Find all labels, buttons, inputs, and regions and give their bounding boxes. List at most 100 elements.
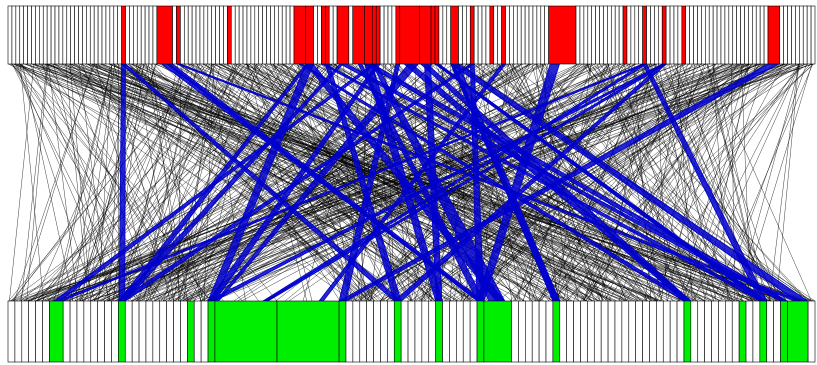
bottom-box — [21, 300, 29, 363]
top-box — [732, 5, 737, 65]
bottom-box — [76, 300, 85, 363]
link-line — [253, 63, 313, 302]
bottom-highlighted-box — [49, 300, 64, 363]
link-line — [314, 63, 571, 302]
link-line — [106, 63, 653, 302]
bottom-box — [352, 300, 361, 363]
top-highlighted-box — [419, 5, 432, 65]
top-box — [477, 5, 483, 65]
top-box — [317, 5, 322, 65]
top-box — [246, 5, 252, 65]
bottom-box — [407, 300, 416, 363]
bottom-box — [69, 300, 78, 363]
top-highlighted-box — [642, 5, 647, 65]
top-box — [113, 5, 118, 65]
top-box — [231, 5, 236, 65]
link-line — [588, 63, 809, 302]
bottom-box — [642, 300, 650, 363]
bottom-box — [745, 300, 754, 363]
top-box — [618, 5, 624, 65]
top-highlighted-box — [767, 5, 781, 65]
link-line — [98, 63, 113, 302]
link-line — [19, 63, 94, 302]
top-box — [105, 5, 111, 65]
top-highlighted-box — [375, 5, 381, 65]
top-box — [701, 5, 706, 65]
bottom-box — [704, 300, 712, 363]
link-line — [12, 63, 161, 302]
link-line — [108, 63, 792, 302]
top-box — [587, 5, 593, 65]
link-line — [106, 63, 657, 302]
top-box — [673, 5, 679, 65]
top-box — [207, 5, 213, 65]
bottom-box — [511, 300, 519, 363]
top-box — [657, 5, 663, 65]
link-line — [302, 63, 371, 302]
bottom-box — [97, 300, 105, 363]
bottom-box — [90, 300, 98, 363]
link-line — [434, 63, 586, 302]
bottom-box — [180, 300, 188, 363]
link-line — [151, 63, 181, 302]
top-highlighted-box — [622, 5, 628, 65]
top-box — [152, 5, 158, 65]
bottom-box — [766, 300, 774, 363]
top-box — [191, 5, 197, 65]
link-line — [48, 63, 78, 302]
bottom-highlighted-box — [393, 300, 402, 363]
bottom-box — [166, 300, 174, 363]
link-line — [65, 63, 89, 302]
bottom-box-row — [7, 300, 816, 363]
top-box — [458, 5, 463, 65]
top-box — [391, 5, 397, 65]
top-box — [66, 5, 71, 65]
top-box — [712, 5, 718, 65]
top-box — [187, 5, 193, 65]
top-box — [125, 5, 130, 65]
link-line — [26, 63, 748, 302]
top-box — [748, 5, 753, 65]
bottom-box — [607, 300, 616, 363]
top-box — [54, 5, 60, 65]
top-highlighted-box — [321, 5, 326, 65]
top-box — [654, 5, 659, 65]
link-line — [476, 63, 766, 302]
link-line — [551, 63, 814, 302]
link-line — [648, 63, 782, 302]
top-box — [86, 5, 91, 65]
link-line — [200, 63, 349, 302]
link-line — [583, 63, 753, 302]
bottom-box — [380, 300, 388, 363]
bottom-box — [131, 300, 140, 363]
top-box — [70, 5, 75, 65]
top-box — [74, 5, 79, 65]
link-line — [135, 63, 357, 302]
link-line — [538, 63, 793, 302]
bottom-box — [662, 300, 671, 363]
top-highlighted-box — [364, 5, 373, 65]
top-box — [39, 5, 44, 65]
top-box — [148, 5, 154, 65]
bottom-box — [200, 300, 209, 363]
top-box — [278, 5, 283, 65]
link-line — [661, 63, 696, 302]
top-box — [223, 5, 228, 65]
bottom-box — [159, 300, 167, 363]
link-line — [712, 63, 729, 302]
top-box — [708, 5, 714, 65]
top-highlighted-box — [489, 5, 495, 65]
bottom-box — [621, 300, 630, 363]
bottom-highlighted-box — [435, 300, 443, 363]
top-highlighted-box — [661, 5, 667, 65]
top-box — [133, 5, 138, 65]
link-line — [46, 63, 803, 302]
top-box — [528, 5, 534, 65]
link-line — [79, 63, 150, 302]
top-box — [262, 5, 267, 65]
bottom-box — [193, 300, 202, 363]
link-line — [458, 63, 816, 302]
top-box — [42, 5, 48, 65]
link-line — [769, 63, 799, 302]
top-box — [697, 5, 702, 65]
